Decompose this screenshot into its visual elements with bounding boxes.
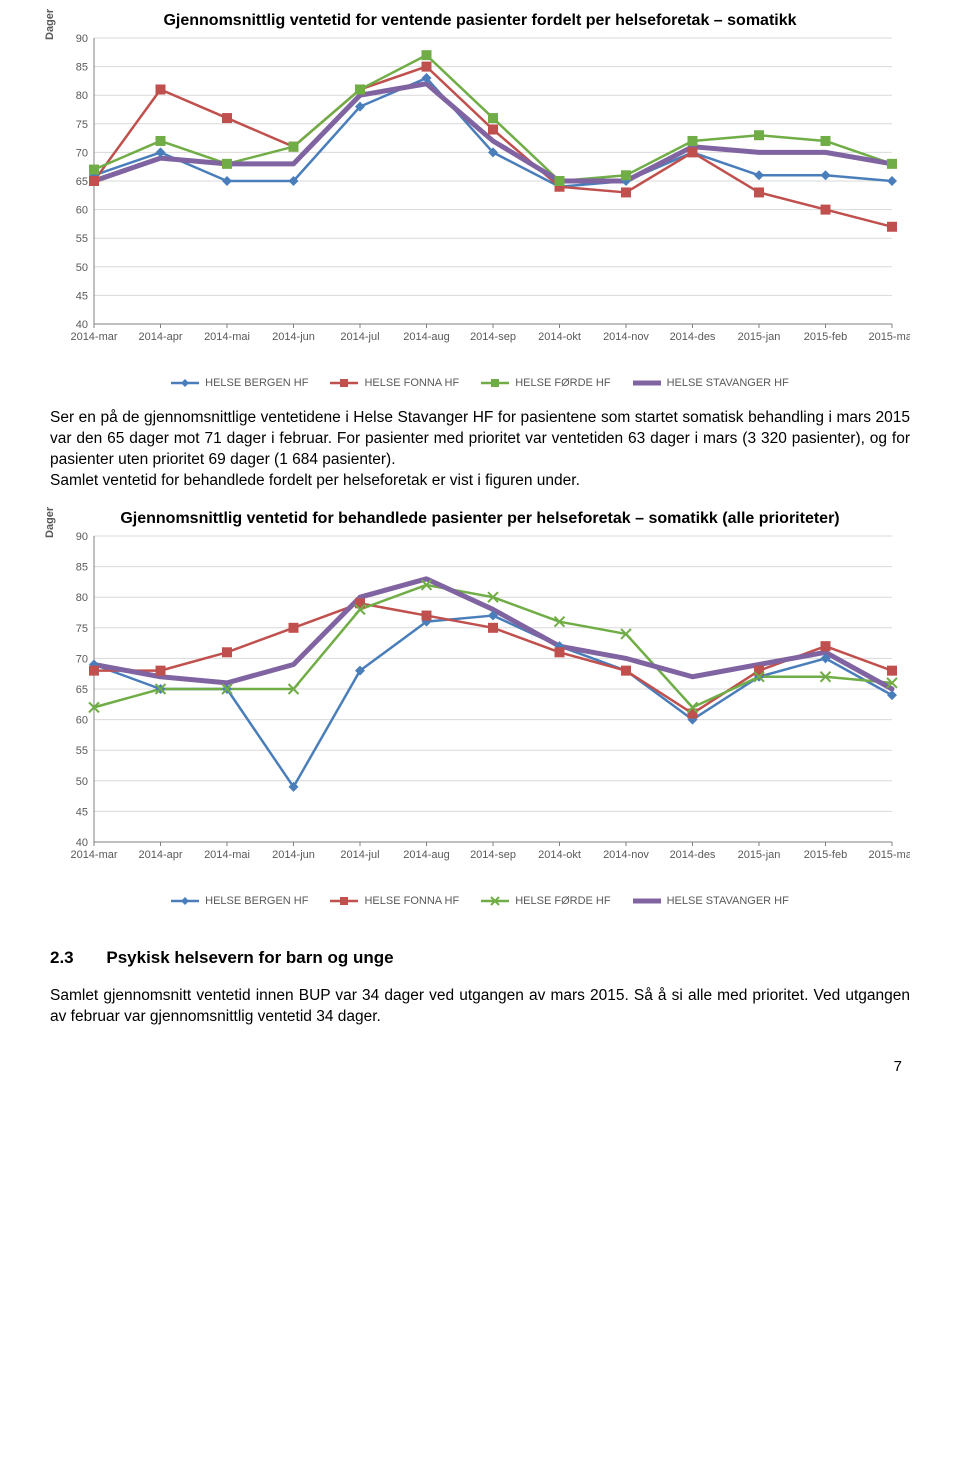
legend-label: HELSE STAVANGER HF (667, 377, 789, 389)
svg-text:55: 55 (76, 745, 88, 757)
svg-text:2014-mar: 2014-mar (70, 849, 117, 861)
svg-text:50: 50 (76, 775, 88, 787)
svg-text:75: 75 (76, 119, 88, 131)
svg-text:40: 40 (76, 837, 88, 849)
svg-text:2014-apr: 2014-apr (138, 849, 182, 861)
svg-text:2014-jun: 2014-jun (272, 849, 315, 861)
legend-label: HELSE FØRDE HF (515, 377, 610, 389)
legend-item: HELSE BERGEN HF (171, 376, 308, 390)
svg-text:2014-jul: 2014-jul (340, 331, 379, 343)
svg-text:50: 50 (76, 262, 88, 274)
legend-item: HELSE BERGEN HF (171, 894, 308, 908)
svg-text:2014-jul: 2014-jul (340, 849, 379, 861)
legend-item: HELSE FØRDE HF (481, 894, 610, 908)
chart1-ylabel: Dager (44, 9, 56, 40)
svg-text:60: 60 (76, 205, 88, 217)
svg-text:2015-mar: 2015-mar (868, 331, 910, 343)
svg-text:2015-feb: 2015-feb (804, 849, 847, 861)
chart1-svg: 40 45 50 55 60 65 70 75 80 85 90 2014-mar 2014-apr 20… (50, 32, 910, 372)
svg-text:2014-nov: 2014-nov (603, 849, 649, 861)
svg-text:2014-okt: 2014-okt (538, 849, 581, 861)
page: Gjennomsnittlig ventetid for ventende pa… (0, 0, 960, 1095)
svg-text:2014-sep: 2014-sep (470, 331, 516, 343)
svg-text:80: 80 (76, 90, 88, 102)
svg-text:2014-aug: 2014-aug (403, 849, 450, 861)
section-num: 2.3 (50, 948, 74, 968)
svg-text:75: 75 (76, 622, 88, 634)
svg-text:60: 60 (76, 714, 88, 726)
section-title: Psykisk helsevern for barn og unge (106, 948, 393, 967)
svg-text:2014-sep: 2014-sep (470, 849, 516, 861)
svg-text:2014-okt: 2014-okt (538, 331, 581, 343)
svg-text:2014-aug: 2014-aug (403, 331, 450, 343)
legend-item: HELSE STAVANGER HF (633, 894, 789, 908)
svg-text:55: 55 (76, 233, 88, 245)
chart1-title: Gjennomsnittlig ventetid for ventende pa… (50, 12, 910, 30)
legend-label: HELSE FØRDE HF (515, 895, 610, 907)
svg-text:90: 90 (76, 33, 88, 45)
chart2-legend: HELSE BERGEN HF HELSE FONNA HF HELSE FØRDE… (50, 894, 910, 908)
paragraph-2-text: Samlet ventetid for behandlede fordelt p… (50, 472, 580, 489)
svg-text:2014-apr: 2014-apr (138, 331, 182, 343)
svg-text:2014-mar: 2014-mar (70, 331, 117, 343)
chart2-ylabel: Dager (44, 507, 56, 538)
legend-item: HELSE FØRDE HF (481, 376, 610, 390)
svg-text:2015-jan: 2015-jan (738, 849, 781, 861)
page-number: 7 (50, 1058, 910, 1075)
svg-text:2014-des: 2014-des (670, 849, 716, 861)
svg-text:2015-jan: 2015-jan (738, 331, 781, 343)
legend-label: HELSE FONNA HF (364, 895, 459, 907)
chart2-title: Gjennomsnittlig ventetid for behandlede … (50, 510, 910, 528)
legend-item: HELSE FONNA HF (330, 376, 459, 390)
paragraph-1-text: Ser en på de gjennomsnittlige ventetiden… (50, 409, 910, 468)
svg-text:2015-mar: 2015-mar (868, 849, 910, 861)
svg-text:2014-nov: 2014-nov (603, 331, 649, 343)
chart1-legend: HELSE BERGEN HF HELSE FONNA HF HELSE FØRDE… (50, 376, 910, 390)
section-heading: 2.3 Psykisk helsevern for barn og unge (50, 948, 910, 968)
legend-label: HELSE FONNA HF (364, 377, 459, 389)
legend-item: HELSE STAVANGER HF (633, 376, 789, 390)
svg-text:45: 45 (76, 290, 88, 302)
svg-text:70: 70 (76, 147, 88, 159)
svg-text:70: 70 (76, 653, 88, 665)
legend-label: HELSE STAVANGER HF (667, 895, 789, 907)
svg-text:45: 45 (76, 806, 88, 818)
svg-text:85: 85 (76, 561, 88, 573)
svg-text:2014-mai: 2014-mai (204, 331, 250, 343)
chart1-wrap: Dager 40455055606570758085902014-mar2014… (50, 32, 910, 390)
svg-text:2014-mai: 2014-mai (204, 849, 250, 861)
svg-text:65: 65 (76, 176, 88, 188)
chart2-wrap: Dager 40455055606570758085902014-mar2014… (50, 530, 910, 908)
legend-label: HELSE BERGEN HF (205, 895, 308, 907)
paragraph-1: Ser en på de gjennomsnittlige ventetiden… (50, 408, 910, 492)
svg-text:80: 80 (76, 592, 88, 604)
svg-text:40: 40 (76, 319, 88, 331)
svg-text:90: 90 (76, 531, 88, 543)
svg-text:2015-feb: 2015-feb (804, 331, 847, 343)
svg-text:2014-jun: 2014-jun (272, 331, 315, 343)
svg-text:65: 65 (76, 684, 88, 696)
paragraph-3: Samlet gjennomsnitt ventetid innen BUP v… (50, 986, 910, 1028)
legend-label: HELSE BERGEN HF (205, 377, 308, 389)
svg-text:2014-des: 2014-des (670, 331, 716, 343)
legend-item: HELSE FONNA HF (330, 894, 459, 908)
chart2-svg: 40 45 50 55 60 65 70 75 80 85 90 2014-mar 2014-apr 20… (50, 530, 910, 890)
svg-text:85: 85 (76, 62, 88, 74)
